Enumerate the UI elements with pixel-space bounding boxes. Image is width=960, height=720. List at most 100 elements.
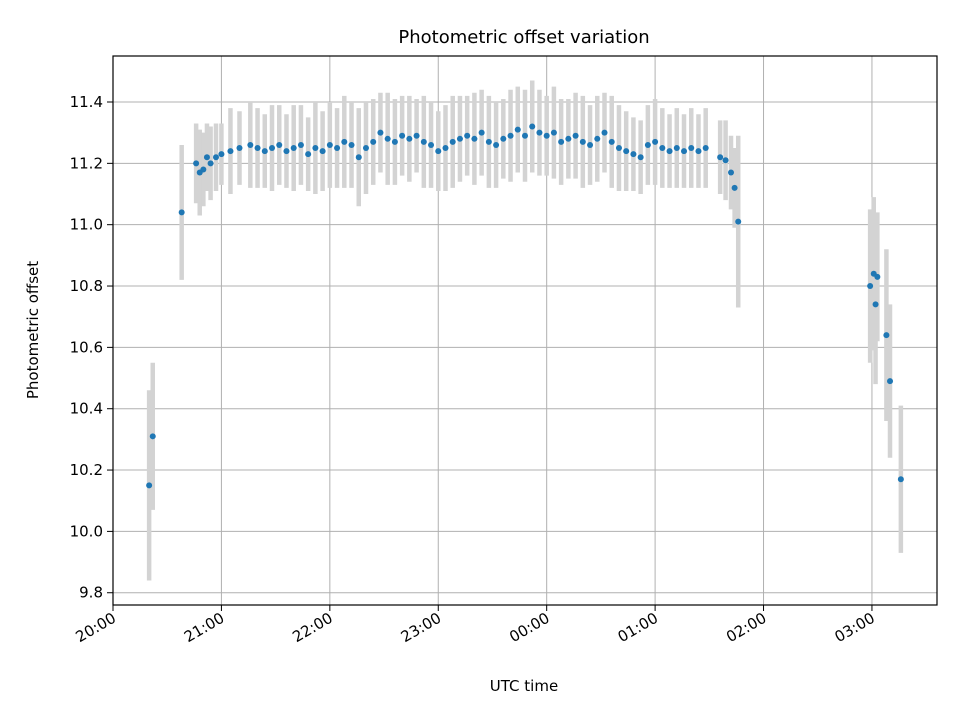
data-point	[558, 138, 565, 145]
y-axis-ticks: 9.8 10.0 10.2 10.4 10.6 10.8 11.0 11.2 11.4	[70, 93, 113, 602]
y-tick-label: 11.4	[70, 93, 103, 111]
data-point	[872, 301, 879, 308]
data-point	[644, 141, 651, 148]
data-point	[565, 135, 572, 142]
data-point	[193, 160, 200, 167]
data-point	[370, 138, 377, 145]
data-point	[326, 141, 333, 148]
data-point	[883, 332, 890, 339]
y-tick-label: 10.4	[70, 400, 103, 418]
data-point	[514, 126, 521, 133]
y-tick-label: 10.0	[70, 522, 103, 540]
data-point	[623, 148, 630, 155]
data-point	[456, 135, 463, 142]
data-point	[507, 132, 514, 139]
data-point	[500, 135, 507, 142]
data-point	[297, 141, 304, 148]
data-point	[348, 141, 355, 148]
data-point	[362, 145, 369, 152]
y-tick-label: 10.6	[70, 338, 103, 356]
data-point	[449, 138, 456, 145]
data-point	[615, 145, 622, 152]
data-point	[579, 138, 586, 145]
data-point	[305, 151, 312, 158]
data-point	[735, 218, 742, 225]
data-point	[522, 132, 528, 139]
data-point	[688, 145, 695, 152]
data-point	[355, 154, 362, 161]
data-point	[543, 132, 550, 139]
data-point	[213, 154, 219, 161]
data-point	[666, 148, 673, 155]
chart-title: Photometric offset variation	[398, 27, 649, 48]
data-point	[334, 145, 341, 152]
data-point	[695, 148, 702, 155]
data-point	[867, 283, 874, 290]
data-point	[652, 138, 659, 145]
data-point	[587, 141, 594, 148]
data-points	[146, 123, 904, 489]
data-point	[681, 148, 688, 155]
data-point	[377, 129, 384, 136]
data-point	[702, 145, 709, 152]
data-point	[254, 145, 261, 152]
data-point	[717, 154, 724, 161]
data-point	[319, 148, 326, 155]
data-point	[227, 148, 234, 155]
data-point	[594, 135, 601, 142]
data-point	[874, 273, 881, 280]
data-point	[146, 482, 153, 489]
data-point	[428, 141, 435, 148]
data-point	[341, 138, 348, 145]
data-point	[659, 145, 666, 152]
data-point	[464, 132, 471, 139]
data-point	[420, 138, 427, 145]
y-tick-label: 11.0	[70, 216, 103, 234]
y-tick-label: 11.2	[70, 154, 103, 172]
data-point	[399, 132, 406, 139]
data-point	[384, 135, 391, 142]
y-tick-label: 10.8	[70, 277, 103, 295]
data-point	[550, 129, 557, 136]
data-point	[149, 433, 156, 440]
data-point	[261, 148, 268, 155]
data-point	[887, 378, 894, 385]
data-point	[218, 151, 225, 158]
data-point	[391, 138, 398, 145]
data-point	[283, 148, 290, 155]
data-point	[601, 129, 608, 136]
data-point	[435, 148, 442, 155]
y-axis-title: Photometric offset	[24, 261, 42, 399]
y-tick-label: 9.8	[79, 584, 103, 602]
data-point	[608, 138, 615, 145]
data-point	[276, 141, 283, 148]
data-point	[572, 132, 579, 139]
data-point	[442, 145, 449, 152]
data-point	[236, 145, 243, 152]
data-point	[897, 476, 904, 483]
data-point	[493, 141, 500, 148]
data-point	[207, 160, 214, 167]
y-tick-label: 10.2	[70, 461, 103, 479]
data-point	[536, 129, 543, 136]
data-point	[630, 151, 637, 158]
data-point	[478, 129, 485, 136]
data-point	[178, 209, 185, 216]
data-point	[269, 145, 276, 152]
data-point	[673, 145, 680, 152]
data-point	[406, 135, 413, 142]
data-point	[471, 135, 478, 142]
data-point	[203, 154, 210, 161]
data-point	[485, 138, 492, 145]
x-axis-title: UTC time	[490, 677, 558, 695]
data-point	[200, 166, 207, 173]
data-point	[529, 123, 536, 130]
data-point	[413, 132, 420, 139]
data-point	[731, 184, 738, 191]
data-point	[637, 154, 644, 161]
data-point	[722, 157, 729, 164]
data-point	[312, 145, 319, 152]
data-point	[290, 145, 297, 152]
data-point	[247, 141, 254, 148]
